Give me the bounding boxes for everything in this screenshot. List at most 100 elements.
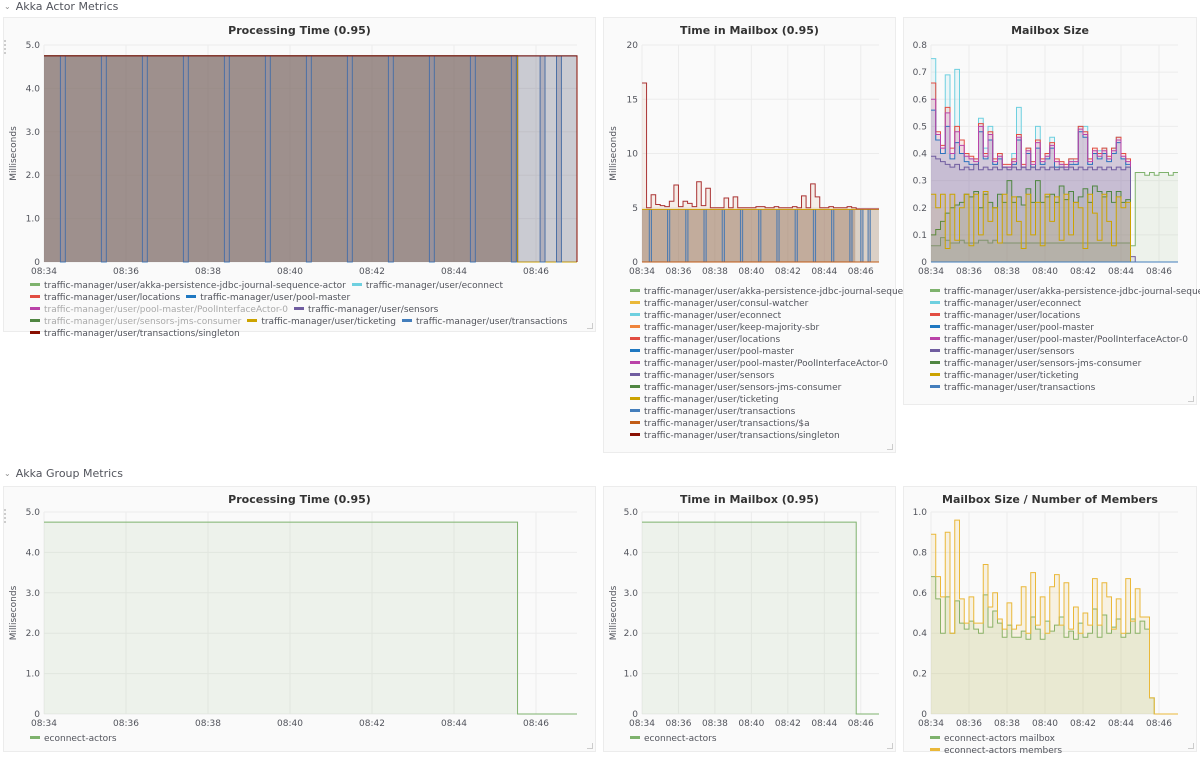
legend-label: traffic-manager/user/transactions/$a [644, 419, 810, 429]
panel-title[interactable]: Processing Time (0.95) [228, 24, 371, 37]
legend-label: traffic-manager/user/transactions [644, 407, 796, 417]
legend: traffic-manager/user/akka-persistence-jd… [630, 286, 946, 442]
y-tick-label: 3.0 [26, 128, 41, 138]
resize-handle[interactable] [1188, 396, 1194, 402]
legend-item[interactable]: traffic-manager/user/akka-persistence-jd… [930, 286, 1200, 298]
series-line [44, 521, 577, 715]
y-tick-label: 1.0 [26, 215, 41, 225]
panel-title[interactable]: Mailbox Size / Number of Members [942, 493, 1158, 506]
resize-handle[interactable] [1188, 743, 1194, 749]
drag-handle[interactable] [4, 40, 8, 54]
x-tick-label: 08:44 [1108, 267, 1134, 277]
chart-svg: 0 1.0 2.0 3.0 4.0 5.0 08:34 08:36 08:38 08:40 08:4… [609, 508, 879, 729]
y-tick-label: 2.0 [26, 171, 41, 181]
resize-handle[interactable] [887, 444, 893, 450]
series-dip [100, 55, 107, 263]
legend-item[interactable]: econnect-actors [30, 733, 117, 745]
y-tick-label: 4.0 [26, 84, 41, 94]
legend-item[interactable]: traffic-manager/user/pool-master/PoolInt… [30, 304, 288, 316]
legend-item[interactable]: econnect-actors [630, 733, 717, 745]
x-tick-label: 08:42 [1070, 267, 1096, 277]
legend-item[interactable]: traffic-manager/user/transactions [630, 406, 889, 418]
legend-item[interactable]: traffic-manager/user/econnect [630, 310, 889, 322]
resize-handle[interactable] [887, 743, 893, 749]
legend-label: traffic-manager/user/pool-master/PoolInt… [944, 335, 1189, 345]
legend-swatch-icon [630, 313, 640, 316]
panel-group-time-in-mailbox[interactable]: Time in Mailbox (0.95) 0 1.0 2.0 3.0 4.0 5.0 0… [603, 486, 896, 752]
legend-swatch-icon [930, 313, 940, 316]
legend-item[interactable]: traffic-manager/user/locations [930, 310, 1190, 322]
x-tick-label: 08:34 [629, 719, 655, 729]
panel-actor-time-in-mailbox[interactable]: Time in Mailbox (0.95) 0 5 10 15 20 08:34 08:3… [603, 17, 946, 453]
legend-item[interactable]: traffic-manager/user/transactions/single… [30, 328, 240, 340]
legend-item[interactable]: traffic-manager/user/akka-persistence-jd… [630, 286, 946, 298]
legend-item[interactable]: traffic-manager/user/ticketing [930, 370, 1190, 382]
legend-item[interactable]: traffic-manager/user/locations [30, 292, 180, 304]
legend-item[interactable]: traffic-manager/user/econnect [351, 280, 504, 292]
y-tick-label: 4.0 [26, 548, 41, 558]
legend-item[interactable]: traffic-manager/user/sensors-jms-consume… [930, 358, 1190, 370]
legend-item[interactable]: traffic-manager/user/pool-master/PoolInt… [930, 334, 1190, 346]
panel-title[interactable]: Mailbox Size [1011, 24, 1089, 37]
y-axis-label: Milliseconds [9, 126, 19, 181]
chart-svg: 0 0.1 0.2 0.3 0.4 0.5 0.6 0.7 0.8 08:34 08:36 08:38… [913, 41, 1178, 277]
y-tick-label: 1.0 [624, 670, 639, 680]
legend-item[interactable]: traffic-manager/user/ticketing [630, 394, 889, 406]
row-title-group-metrics[interactable]: ⌄ Akka Group Metrics [4, 467, 123, 480]
legend-label: traffic-manager/user/locations [944, 311, 1081, 321]
y-tick-label: 0 [921, 258, 927, 268]
series-dip [182, 55, 189, 263]
legend-item[interactable]: traffic-manager/user/pool-master [930, 322, 1190, 334]
x-tick-label: 08:44 [811, 719, 837, 729]
series-area [44, 55, 518, 262]
panel-group-processing-time[interactable]: Processing Time (0.95) 0 1.0 2.0 3.0 4.0 5.0 0… [3, 486, 596, 752]
legend-label: traffic-manager/user/pool-master/PoolInt… [644, 359, 889, 369]
legend-swatch-icon [30, 736, 40, 739]
panel-group-mailbox-members[interactable]: Mailbox Size / Number of Members 0 0.2 0.4… [903, 486, 1197, 756]
y-tick-label: 2.0 [624, 629, 639, 639]
resize-handle[interactable] [587, 743, 593, 749]
panel-title[interactable]: Processing Time (0.95) [228, 493, 371, 506]
legend-swatch-icon [930, 748, 940, 751]
panel-actor-processing-time[interactable]: Processing Time (0.95) 0 1.0 2.0 3.0 4.0 5.0 0… [3, 17, 596, 339]
series-area [44, 55, 518, 262]
legend-item[interactable]: traffic-manager/user/sensors-jms-consume… [630, 382, 889, 394]
legend-item[interactable]: traffic-manager/user/sensors [294, 304, 438, 316]
legend-item[interactable]: econnect-actors members [930, 745, 1062, 757]
legend-item[interactable]: traffic-manager/user/akka-persistence-jd… [30, 280, 346, 292]
legend: econnect-actors [630, 733, 895, 745]
legend-item[interactable]: traffic-manager/user/transactions/$a [630, 418, 889, 430]
y-tick-label: 0.8 [913, 548, 928, 558]
y-tick-label: 1.0 [913, 508, 928, 518]
series-line [642, 521, 879, 715]
resize-handle[interactable] [587, 323, 593, 329]
legend-swatch-icon [630, 397, 640, 400]
legend-item[interactable]: traffic-manager/user/ticketing [247, 316, 396, 328]
legend-item[interactable]: traffic-manager/user/transactions [930, 382, 1190, 394]
legend-item[interactable]: traffic-manager/user/sensors-jms-consume… [30, 316, 241, 328]
legend-item[interactable]: traffic-manager/user/locations [630, 334, 889, 346]
legend: econnect-actors [30, 733, 590, 745]
legend-item[interactable]: traffic-manager/user/pool-master/PoolInt… [630, 358, 889, 370]
legend: traffic-manager/user/akka-persistence-jd… [930, 286, 1200, 394]
legend-item[interactable]: traffic-manager/user/econnect [930, 298, 1190, 310]
panel-title[interactable]: Time in Mailbox (0.95) [680, 24, 819, 37]
legend-item[interactable]: traffic-manager/user/transactions [401, 316, 567, 328]
legend-item[interactable]: traffic-manager/user/keep-majority-sbr [630, 322, 889, 334]
legend-item[interactable]: traffic-manager/user/sensors [930, 346, 1190, 358]
panel-title[interactable]: Time in Mailbox (0.95) [680, 493, 819, 506]
legend-item[interactable]: traffic-manager/user/sensors [630, 370, 889, 382]
panel-actor-mailbox-size[interactable]: Mailbox Size 0 0.1 0.2 0.3 0.4 0.5 0.6 0.7 0.8 08… [903, 17, 1200, 405]
legend-label: traffic-manager/user/econnect [365, 281, 504, 291]
series-line [931, 171, 1178, 247]
legend-item[interactable]: traffic-manager/user/consul-watcher [630, 298, 889, 310]
y-tick-label: 20 [627, 41, 639, 51]
drag-handle[interactable] [4, 509, 8, 523]
legend-item[interactable]: econnect-actors mailbox [930, 733, 1055, 745]
legend-item[interactable]: traffic-manager/user/transactions/single… [630, 430, 889, 442]
row-title-actor-metrics[interactable]: ⌄ Akka Actor Metrics [4, 0, 118, 13]
x-tick-label: 08:34 [31, 267, 57, 277]
legend-item[interactable]: traffic-manager/user/pool-master [186, 292, 350, 304]
y-tick-label: 0.1 [913, 231, 927, 241]
legend-item[interactable]: traffic-manager/user/pool-master [630, 346, 889, 358]
